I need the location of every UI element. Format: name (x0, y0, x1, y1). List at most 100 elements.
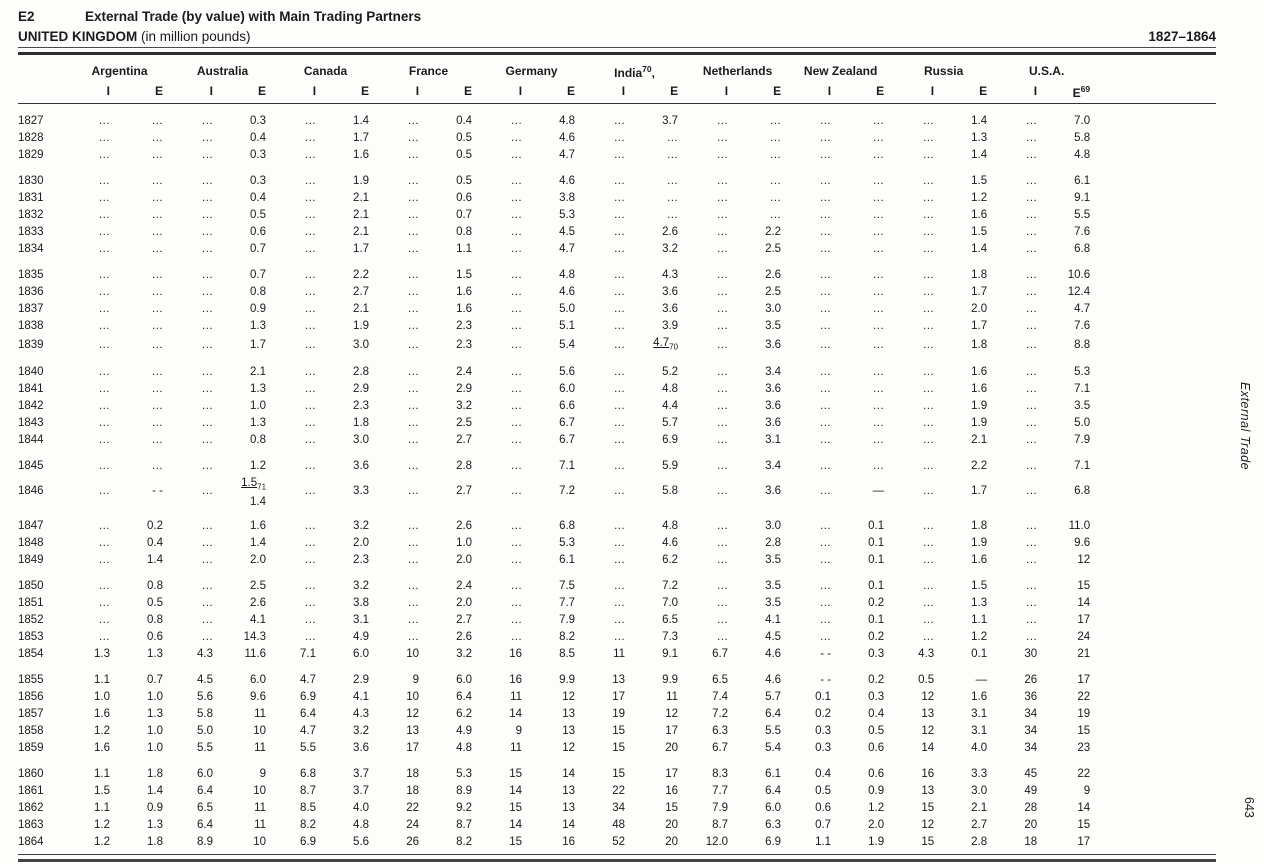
data-cell: … (1025, 630, 1038, 643)
country-header: France (377, 55, 480, 81)
country-name: Australia (196, 64, 249, 78)
data-cell: … (716, 338, 729, 351)
data-cell: 2.1 (353, 226, 370, 238)
data-cell: 16 (921, 767, 935, 780)
cell-second-value: 1.4 (250, 495, 267, 508)
data-cell: … (613, 536, 626, 549)
data-cell: … (510, 149, 523, 161)
data-cell: … (872, 132, 885, 144)
data-cell: … (613, 226, 626, 238)
cell-value: 4.7 (653, 337, 670, 349)
data-cell: … (407, 192, 420, 204)
data-cell: 1.1 (94, 801, 110, 814)
data-cell: … (666, 209, 679, 221)
imports-header: I (995, 81, 1046, 104)
data-cell: … (510, 485, 523, 498)
data-cell: … (304, 485, 317, 498)
data-cell: 9.9 (662, 673, 679, 686)
data-cell: 9 (515, 724, 523, 737)
data-cell: … (201, 579, 214, 592)
data-cell: 6.5 (662, 613, 679, 626)
data-cell: 2.6 (250, 596, 267, 609)
data-cell: … (872, 226, 885, 238)
data-cell: 2.7 (456, 434, 473, 447)
data-cell: … (98, 175, 111, 187)
data-cell: 1.5 (971, 175, 988, 187)
document-content: E2 External Trade (by value) with Main Tr… (18, 8, 1217, 862)
data-cell: … (304, 630, 317, 643)
data-cell: … (98, 192, 111, 204)
data-cell: 1.4 (147, 784, 164, 797)
data-cell: 1.4 (971, 243, 988, 255)
data-cell: 2.0 (971, 303, 988, 315)
data-cell: … (716, 175, 729, 187)
data-cell: 6.4 (300, 707, 317, 720)
data-cell: 9.6 (1074, 536, 1091, 549)
table-row: 1834 … … … 0.7 … 1.7 … 1.1 … 4.7 … 3.2 … 2.5 … … … 1.4 … 6.8 (18, 241, 1216, 258)
data-cell: … (922, 630, 935, 643)
data-cell: 5.3 (1074, 366, 1091, 379)
data-cell: … (510, 630, 523, 643)
table-head: Argentina Australia Canada France Germany Ind… (18, 55, 1217, 104)
data-cell: 18 (1024, 835, 1038, 848)
data-cell: 3.3 (353, 485, 370, 498)
spacer (1098, 207, 1216, 224)
data-cell: 7.1 (1074, 383, 1091, 396)
data-cell: 4.7 (559, 243, 576, 255)
data-cell: … (510, 383, 523, 396)
table-row: 1844 … … … 0.8 … 3.0 … 2.7 … 6.7 … 6.9 … 3.1 … … … 2.1 … 7.9 (18, 432, 1216, 449)
data-cell: 22 (1077, 767, 1091, 780)
data-cell: 5.7 (765, 690, 782, 703)
data-cell: … (151, 209, 164, 221)
table-row: 1831 … … … 0.4 … 2.1 … 0.6 … 3.8 … … … … … … … 1.2 … 9.1 (18, 190, 1216, 207)
data-cell: … (922, 579, 935, 592)
imports-header: I (274, 81, 325, 104)
data-cell: … (1025, 400, 1038, 413)
data-cell: 5.8 (197, 707, 214, 720)
year-cell: 1846 (18, 485, 44, 498)
data-cell: … (201, 286, 214, 298)
data-cell: … (613, 417, 626, 430)
data-cell: … (98, 417, 111, 430)
data-cell: … (98, 149, 111, 161)
data-cell: … (98, 132, 111, 144)
data-cell: 1.6 (250, 519, 267, 532)
data-cell: 15 (1077, 579, 1091, 592)
data-cell: … (819, 434, 832, 447)
data-cell: … (407, 485, 420, 498)
data-cell: … (407, 115, 420, 127)
data-cell: … (201, 192, 214, 204)
data-cell: 17 (1077, 673, 1091, 686)
data-cell: 1.571 1.4 (221, 475, 274, 508)
data-cell: 3.3 (971, 767, 988, 780)
data-cell: … (510, 519, 523, 532)
year-cell: 1851 (18, 596, 44, 609)
data-cell: 4.5 (197, 673, 214, 686)
data-cell: … (613, 209, 626, 221)
data-cell: 7.7 (559, 596, 576, 609)
data-cell: … (304, 366, 317, 379)
data-cell: 1.2 (971, 192, 988, 204)
data-cell: 0.1 (868, 536, 885, 549)
data-cell: 1.0 (147, 690, 164, 703)
spacer (1098, 706, 1216, 723)
data-cell: … (716, 286, 729, 298)
data-cell: … (151, 286, 164, 298)
running-title: External Trade (1238, 382, 1252, 471)
data-cell: … (407, 400, 420, 413)
data-cell: 1.8 (353, 417, 370, 430)
data-cell: 0.1 (868, 579, 885, 592)
data-cell: … (98, 485, 111, 498)
year-cell: 1860 (18, 767, 44, 780)
data-cell: 4.3 (918, 647, 935, 660)
data-cell: 0.5 (868, 724, 885, 737)
year-cell: 1836 (18, 286, 44, 298)
data-cell: 2.1 (971, 801, 988, 814)
data-cell: … (98, 630, 111, 643)
data-cell: … (819, 400, 832, 413)
data-cell: 8.2 (456, 835, 473, 848)
data-cell: … (510, 269, 523, 281)
data-cell: - - (820, 647, 832, 660)
country-name: France (408, 64, 449, 78)
data-cell: … (407, 269, 420, 281)
